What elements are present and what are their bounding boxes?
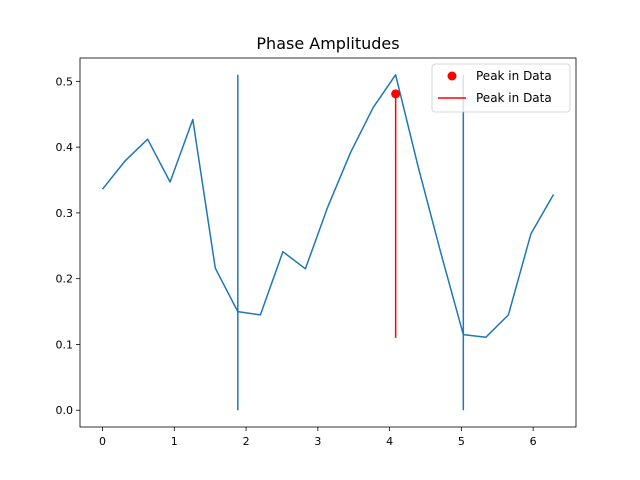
x-tick-label-6: 6: [530, 435, 537, 448]
x-tick-label-4: 4: [386, 435, 393, 448]
legend: Peak in Data Peak in Data: [431, 63, 571, 113]
y-tick-label-2: 0.2: [56, 273, 74, 286]
axes-frame: [79, 57, 577, 428]
x-tick-label-2: 2: [243, 435, 250, 448]
y-tick-label-1: 0.1: [56, 338, 74, 351]
legend-box: [431, 63, 571, 113]
legend-label-1: Peak in Data: [476, 91, 552, 105]
y-tick-label-4: 0.4: [56, 141, 74, 154]
x-tick-label-3: 3: [314, 435, 321, 448]
legend-label-0: Peak in Data: [476, 69, 552, 83]
y-tick-label-5: 0.5: [56, 75, 74, 88]
chart-title: Phase Amplitudes: [256, 34, 399, 53]
peak-marker: [391, 89, 401, 99]
axes: 0 1 2 3 4 5 6 0.0 0.1 0.2 0.3 0.4 0.5: [56, 57, 577, 448]
series-line-0: [101, 74, 555, 338]
legend-marker-swatch: [447, 71, 457, 81]
y-tick-label-0: 0.0: [56, 404, 74, 417]
plot-area: [101, 74, 555, 411]
y-tick-label-3: 0.3: [56, 207, 74, 220]
x-tick-label-1: 1: [171, 435, 178, 448]
x-tick-label-0: 0: [99, 435, 106, 448]
x-tick-label-5: 5: [458, 435, 465, 448]
